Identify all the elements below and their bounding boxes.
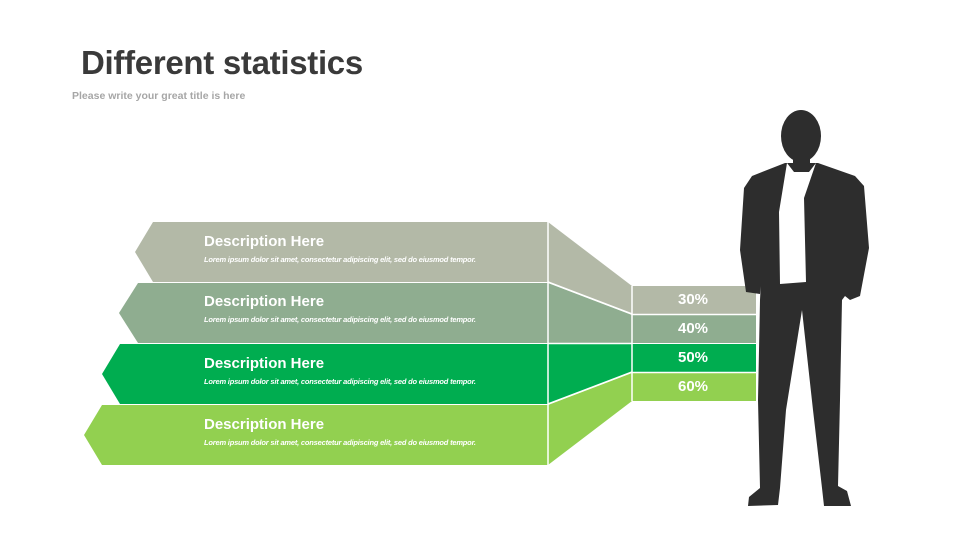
- row-2-text: Description Here Lorem ipsum dolor sit a…: [204, 293, 476, 324]
- connector-4: [548, 373, 632, 465]
- row-1-heading: Description Here: [204, 233, 325, 250]
- arrow-band-4: [84, 405, 548, 465]
- percent-label-1: 30%: [677, 291, 709, 308]
- row-1-body: Lorem ipsum dolor sit amet, consectetur …: [204, 255, 476, 264]
- percent-band-2: [632, 315, 756, 343]
- row-3-body: Lorem ipsum dolor sit amet, consectetur …: [204, 377, 476, 386]
- percent-label-4: 60%: [677, 378, 709, 395]
- arrow-band-3: [102, 344, 548, 404]
- shirt-shape: [779, 163, 816, 284]
- row-3-text: Description Here Lorem ipsum dolor sit a…: [204, 355, 476, 386]
- row-2-body: Lorem ipsum dolor sit amet, consectetur …: [204, 315, 476, 324]
- connector-2: [548, 283, 632, 343]
- page-subtitle: Please write your great title is here: [72, 90, 246, 102]
- arrow-band-2: [119, 283, 548, 343]
- percent-band-3: [632, 344, 756, 372]
- arrow-band-1: [135, 222, 548, 282]
- row-4-heading: Description Here: [204, 416, 325, 433]
- page-title: Different statistics: [81, 44, 363, 81]
- row-4-text: Description Here Lorem ipsum dolor sit a…: [204, 416, 476, 447]
- row-3-heading: Description Here: [204, 355, 325, 372]
- row-2-heading: Description Here: [204, 293, 325, 310]
- row-1-text: Description Here Lorem ipsum dolor sit a…: [204, 233, 476, 264]
- connector-3: [548, 344, 632, 404]
- percent-band-1: [632, 286, 756, 314]
- businessman-silhouette-icon: [740, 110, 869, 506]
- row-4-body: Lorem ipsum dolor sit amet, consectetur …: [204, 438, 476, 447]
- connector-1: [548, 222, 632, 314]
- percent-label-2: 40%: [677, 320, 709, 337]
- percent-label-3: 50%: [677, 349, 709, 366]
- percent-band-4: [632, 373, 756, 401]
